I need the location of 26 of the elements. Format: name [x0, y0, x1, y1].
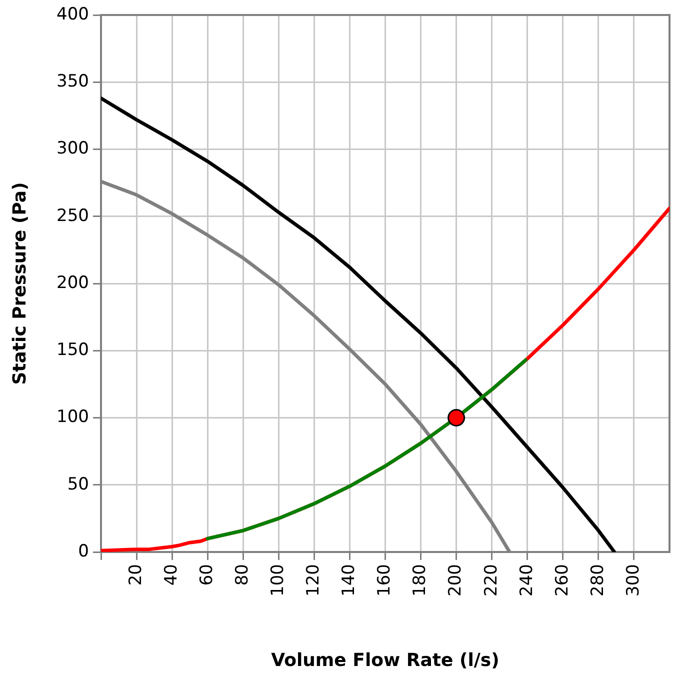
x-tick-label: 60: [197, 564, 218, 586]
x-tick-label: 140: [339, 564, 360, 596]
x-tick-label: 200: [446, 564, 466, 596]
y-tick-label: 200: [56, 272, 89, 293]
x-tick-label: 220: [481, 564, 502, 596]
x-tick-label: 20: [126, 564, 146, 586]
y-tick-label: 0: [78, 541, 89, 562]
x-tick-label: 240: [516, 564, 537, 596]
y-tick-label: 150: [56, 340, 89, 360]
x-tick-label: 100: [268, 564, 288, 596]
y-tick-label: 50: [67, 474, 89, 494]
x-tick-label: 80: [232, 564, 253, 586]
y-tick-label: 100: [56, 407, 89, 428]
x-tick-label: 160: [374, 564, 395, 596]
x-tick-label: 120: [304, 564, 324, 596]
x-tick-label: 300: [623, 564, 644, 596]
x-tick-label: 180: [410, 564, 430, 596]
x-tick-label: 40: [161, 564, 182, 586]
x-tick-label: 280: [588, 564, 608, 596]
y-tick-label: 400: [56, 4, 89, 24]
x-tick-label: 260: [552, 564, 572, 596]
y-tick-label: 250: [56, 206, 89, 226]
y-tick-label: 350: [56, 72, 89, 92]
y-tick-label: 300: [56, 138, 89, 159]
y-axis-title: Static Pressure (Pa): [9, 182, 30, 385]
x-axis-title: Volume Flow Rate (l/s): [271, 650, 500, 671]
